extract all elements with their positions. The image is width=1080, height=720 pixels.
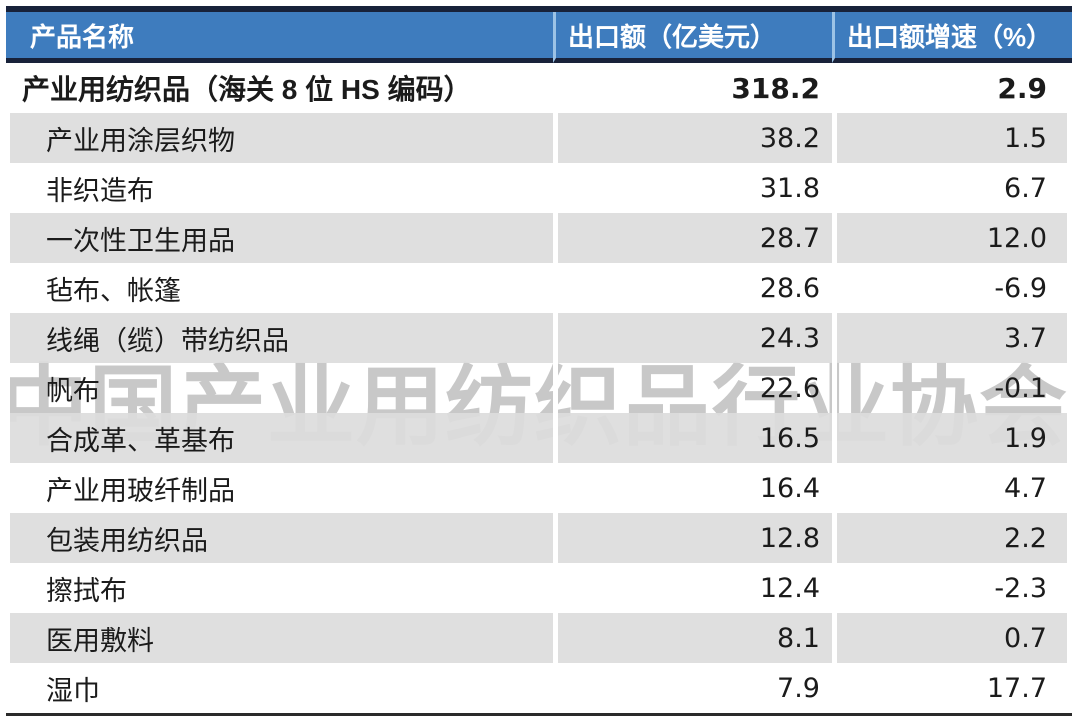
table-row: 合成革、革基布 16.5 1.9 (6, 413, 1072, 463)
product-name-cell: 湿巾 (6, 663, 553, 713)
table-header-row: 产品名称 出口额（亿美元） 出口额增速（%） (6, 12, 1072, 63)
export-value-cell: 28.6 (553, 263, 832, 313)
table-row: 线绳（缆）带纺织品 24.3 3.7 (6, 313, 1072, 363)
export-table-container: 产品名称 出口额（亿美元） 出口额增速（%） 产业用纺织品（海关 8 位 HS … (6, 6, 1072, 716)
table-row: 包装用纺织品 12.8 2.2 (6, 513, 1072, 563)
growth-value-cell: 3.7 (832, 313, 1072, 363)
growth-value-cell: 2.9 (832, 63, 1072, 113)
table-row: 湿巾 7.9 17.7 (6, 663, 1072, 713)
table-row: 一次性卫生用品 28.7 12.0 (6, 213, 1072, 263)
product-name-cell: 一次性卫生用品 (6, 213, 553, 263)
column-header-product-name: 产品名称 (6, 12, 553, 63)
growth-value-cell: 1.5 (832, 113, 1072, 163)
growth-value-cell: -2.3 (832, 563, 1072, 613)
table-row: 毡布、帐篷 28.6 -6.9 (6, 263, 1072, 313)
product-name-cell: 包装用纺织品 (6, 513, 553, 563)
column-header-export-value: 出口额（亿美元） (553, 12, 832, 63)
table-row: 产业用玻纤制品 16.4 4.7 (6, 463, 1072, 513)
export-value-cell: 318.2 (553, 63, 832, 113)
growth-value-cell: 1.9 (832, 413, 1072, 463)
growth-value-cell: 2.2 (832, 513, 1072, 563)
product-name-cell: 毡布、帐篷 (6, 263, 553, 313)
product-name-cell: 产业用玻纤制品 (6, 463, 553, 513)
product-name-cell: 线绳（缆）带纺织品 (6, 313, 553, 363)
product-name-cell: 合成革、革基布 (6, 413, 553, 463)
product-name-cell: 非织造布 (6, 163, 553, 213)
export-value-cell: 28.7 (553, 213, 832, 263)
product-name-cell: 擦拭布 (6, 563, 553, 613)
export-value-cell: 24.3 (553, 313, 832, 363)
growth-value-cell: 12.0 (832, 213, 1072, 263)
table-row: 医用敷料 8.1 0.7 (6, 613, 1072, 663)
table-body: 产业用纺织品（海关 8 位 HS 编码） 318.2 2.9 产业用涂层织物 3… (6, 63, 1072, 713)
export-value-cell: 16.5 (553, 413, 832, 463)
export-value-cell: 31.8 (553, 163, 832, 213)
product-name-cell: 产业用涂层织物 (6, 113, 553, 163)
growth-value-cell: 0.7 (832, 613, 1072, 663)
export-value-cell: 16.4 (553, 463, 832, 513)
growth-value-cell: -0.1 (832, 363, 1072, 413)
export-value-cell: 22.6 (553, 363, 832, 413)
product-name-cell: 医用敷料 (6, 613, 553, 663)
export-value-cell: 12.8 (553, 513, 832, 563)
table-row: 产业用涂层织物 38.2 1.5 (6, 113, 1072, 163)
growth-value-cell: 6.7 (832, 163, 1072, 213)
table-row: 擦拭布 12.4 -2.3 (6, 563, 1072, 613)
export-value-cell: 38.2 (553, 113, 832, 163)
export-table: 产品名称 出口额（亿美元） 出口额增速（%） 产业用纺织品（海关 8 位 HS … (6, 12, 1072, 713)
export-value-cell: 7.9 (553, 663, 832, 713)
table-row: 非织造布 31.8 6.7 (6, 163, 1072, 213)
product-name-cell: 帆布 (6, 363, 553, 413)
growth-value-cell: 17.7 (832, 663, 1072, 713)
table-row-total: 产业用纺织品（海关 8 位 HS 编码） 318.2 2.9 (6, 63, 1072, 113)
export-value-cell: 8.1 (553, 613, 832, 663)
column-header-export-growth: 出口额增速（%） (832, 12, 1072, 63)
growth-value-cell: -6.9 (832, 263, 1072, 313)
product-name-cell: 产业用纺织品（海关 8 位 HS 编码） (6, 63, 553, 113)
growth-value-cell: 4.7 (832, 463, 1072, 513)
table-row: 帆布 22.6 -0.1 (6, 363, 1072, 413)
export-value-cell: 12.4 (553, 563, 832, 613)
